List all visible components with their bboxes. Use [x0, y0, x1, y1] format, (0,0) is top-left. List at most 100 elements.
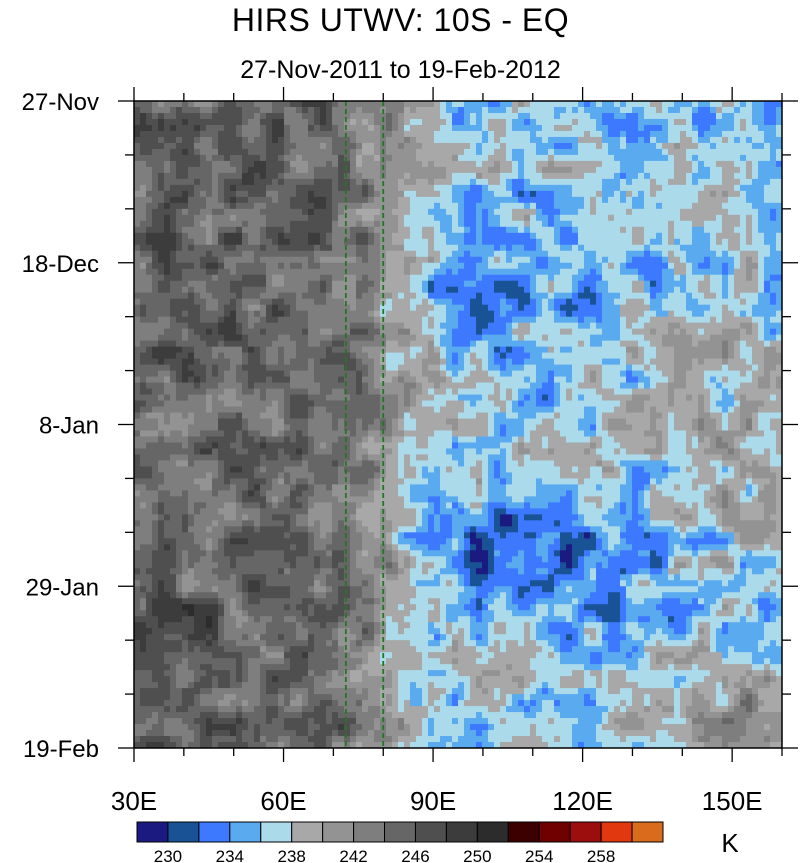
- heatmap-cell: [296, 190, 303, 198]
- heatmap-cell: [452, 124, 459, 132]
- heatmap-cell: [380, 238, 387, 246]
- heatmap-cell: [590, 101, 597, 108]
- heatmap-cell: [686, 142, 693, 150]
- heatmap-cell: [464, 340, 471, 348]
- heatmap-cell: [686, 178, 693, 186]
- heatmap-cell: [500, 256, 507, 264]
- heatmap-cell: [620, 322, 627, 330]
- heatmap-cell: [326, 328, 333, 336]
- heatmap-cell: [740, 238, 747, 246]
- heatmap-cell: [434, 292, 441, 300]
- heatmap-cell: [386, 112, 393, 120]
- heatmap-cell: [404, 358, 411, 366]
- heatmap-cell: [416, 214, 423, 222]
- heatmap-cell: [638, 328, 645, 336]
- heatmap-cell: [650, 142, 657, 150]
- heatmap-cell: [692, 274, 699, 282]
- heatmap-cell: [728, 124, 735, 132]
- heatmap-cell: [752, 346, 759, 354]
- heatmap-cell: [536, 262, 543, 270]
- heatmap-cell: [602, 106, 609, 114]
- heatmap-cell: [272, 172, 279, 180]
- heatmap-cell: [350, 118, 357, 126]
- heatmap-cell: [164, 148, 171, 156]
- heatmap-cell: [506, 214, 513, 222]
- heatmap-cell: [632, 238, 639, 246]
- heatmap-cell: [212, 101, 219, 108]
- heatmap-cell: [716, 214, 723, 222]
- heatmap-cell: [572, 352, 579, 360]
- heatmap-cell: [656, 322, 663, 330]
- heatmap-cell: [566, 190, 573, 198]
- heatmap-cell: [434, 364, 441, 372]
- heatmap-cell: [584, 364, 591, 372]
- heatmap-cell: [218, 214, 225, 222]
- heatmap-cell: [236, 172, 243, 180]
- heatmap-cell: [566, 316, 573, 324]
- heatmap-cell: [314, 112, 321, 120]
- heatmap-cell: [248, 106, 255, 114]
- heatmap-cell: [602, 352, 609, 360]
- heatmap-cell: [398, 112, 405, 120]
- heatmap-cell: [296, 196, 303, 204]
- heatmap-cell: [506, 280, 513, 288]
- heatmap-cell: [152, 160, 159, 168]
- heatmap-cell: [488, 256, 495, 264]
- heatmap-cell: [332, 238, 339, 246]
- heatmap-cell: [452, 268, 459, 276]
- heatmap-cell: [326, 244, 333, 252]
- heatmap-cell: [428, 250, 435, 258]
- heatmap-cell: [230, 298, 237, 306]
- heatmap-cell: [158, 208, 165, 216]
- heatmap-cell: [608, 142, 615, 150]
- heatmap-cell: [362, 256, 369, 264]
- heatmap-cell: [446, 286, 453, 294]
- heatmap-cell: [332, 118, 339, 126]
- heatmap-cell: [314, 286, 321, 294]
- heatmap-cell: [632, 310, 639, 318]
- heatmap-cell: [242, 358, 249, 366]
- heatmap-cell: [488, 262, 495, 270]
- heatmap-cell: [440, 226, 447, 234]
- heatmap-cell: [578, 238, 585, 246]
- heatmap-cell: [572, 202, 579, 210]
- heatmap-cell: [758, 274, 765, 282]
- heatmap-cell: [464, 142, 471, 150]
- heatmap-cell: [134, 214, 141, 222]
- heatmap-cell: [404, 364, 411, 372]
- heatmap-cell: [314, 214, 321, 222]
- heatmap-cell: [290, 304, 297, 312]
- heatmap-cell: [638, 304, 645, 312]
- heatmap-cell: [572, 106, 579, 114]
- heatmap-cell: [308, 352, 315, 360]
- heatmap-cell: [428, 184, 435, 192]
- heatmap-cell: [608, 334, 615, 342]
- heatmap-cell: [188, 118, 195, 126]
- heatmap-cell: [278, 106, 285, 114]
- heatmap-cell: [428, 226, 435, 234]
- heatmap-cell: [194, 160, 201, 168]
- heatmap-cell: [470, 232, 477, 240]
- heatmap-cell: [386, 124, 393, 132]
- heatmap-cell: [728, 238, 735, 246]
- heatmap-cell: [536, 172, 543, 180]
- heatmap-cell: [332, 370, 339, 378]
- heatmap-cell: [548, 142, 555, 150]
- heatmap-cell: [446, 304, 453, 312]
- heatmap-cell: [398, 178, 405, 186]
- heatmap-cell: [344, 190, 351, 198]
- heatmap-cell: [542, 346, 549, 354]
- heatmap-cell: [176, 184, 183, 192]
- heatmap-cell: [554, 154, 561, 162]
- heatmap-cell: [374, 106, 381, 114]
- heatmap-cell: [686, 190, 693, 198]
- heatmap-cell: [146, 280, 153, 288]
- heatmap-cell: [614, 154, 621, 162]
- heatmap-cell: [548, 310, 555, 318]
- heatmap-cell: [704, 130, 711, 138]
- heatmap-cell: [560, 304, 567, 312]
- heatmap-cell: [140, 112, 147, 120]
- heatmap-cell: [242, 370, 249, 378]
- heatmap-cell: [326, 190, 333, 198]
- heatmap-cell: [686, 166, 693, 174]
